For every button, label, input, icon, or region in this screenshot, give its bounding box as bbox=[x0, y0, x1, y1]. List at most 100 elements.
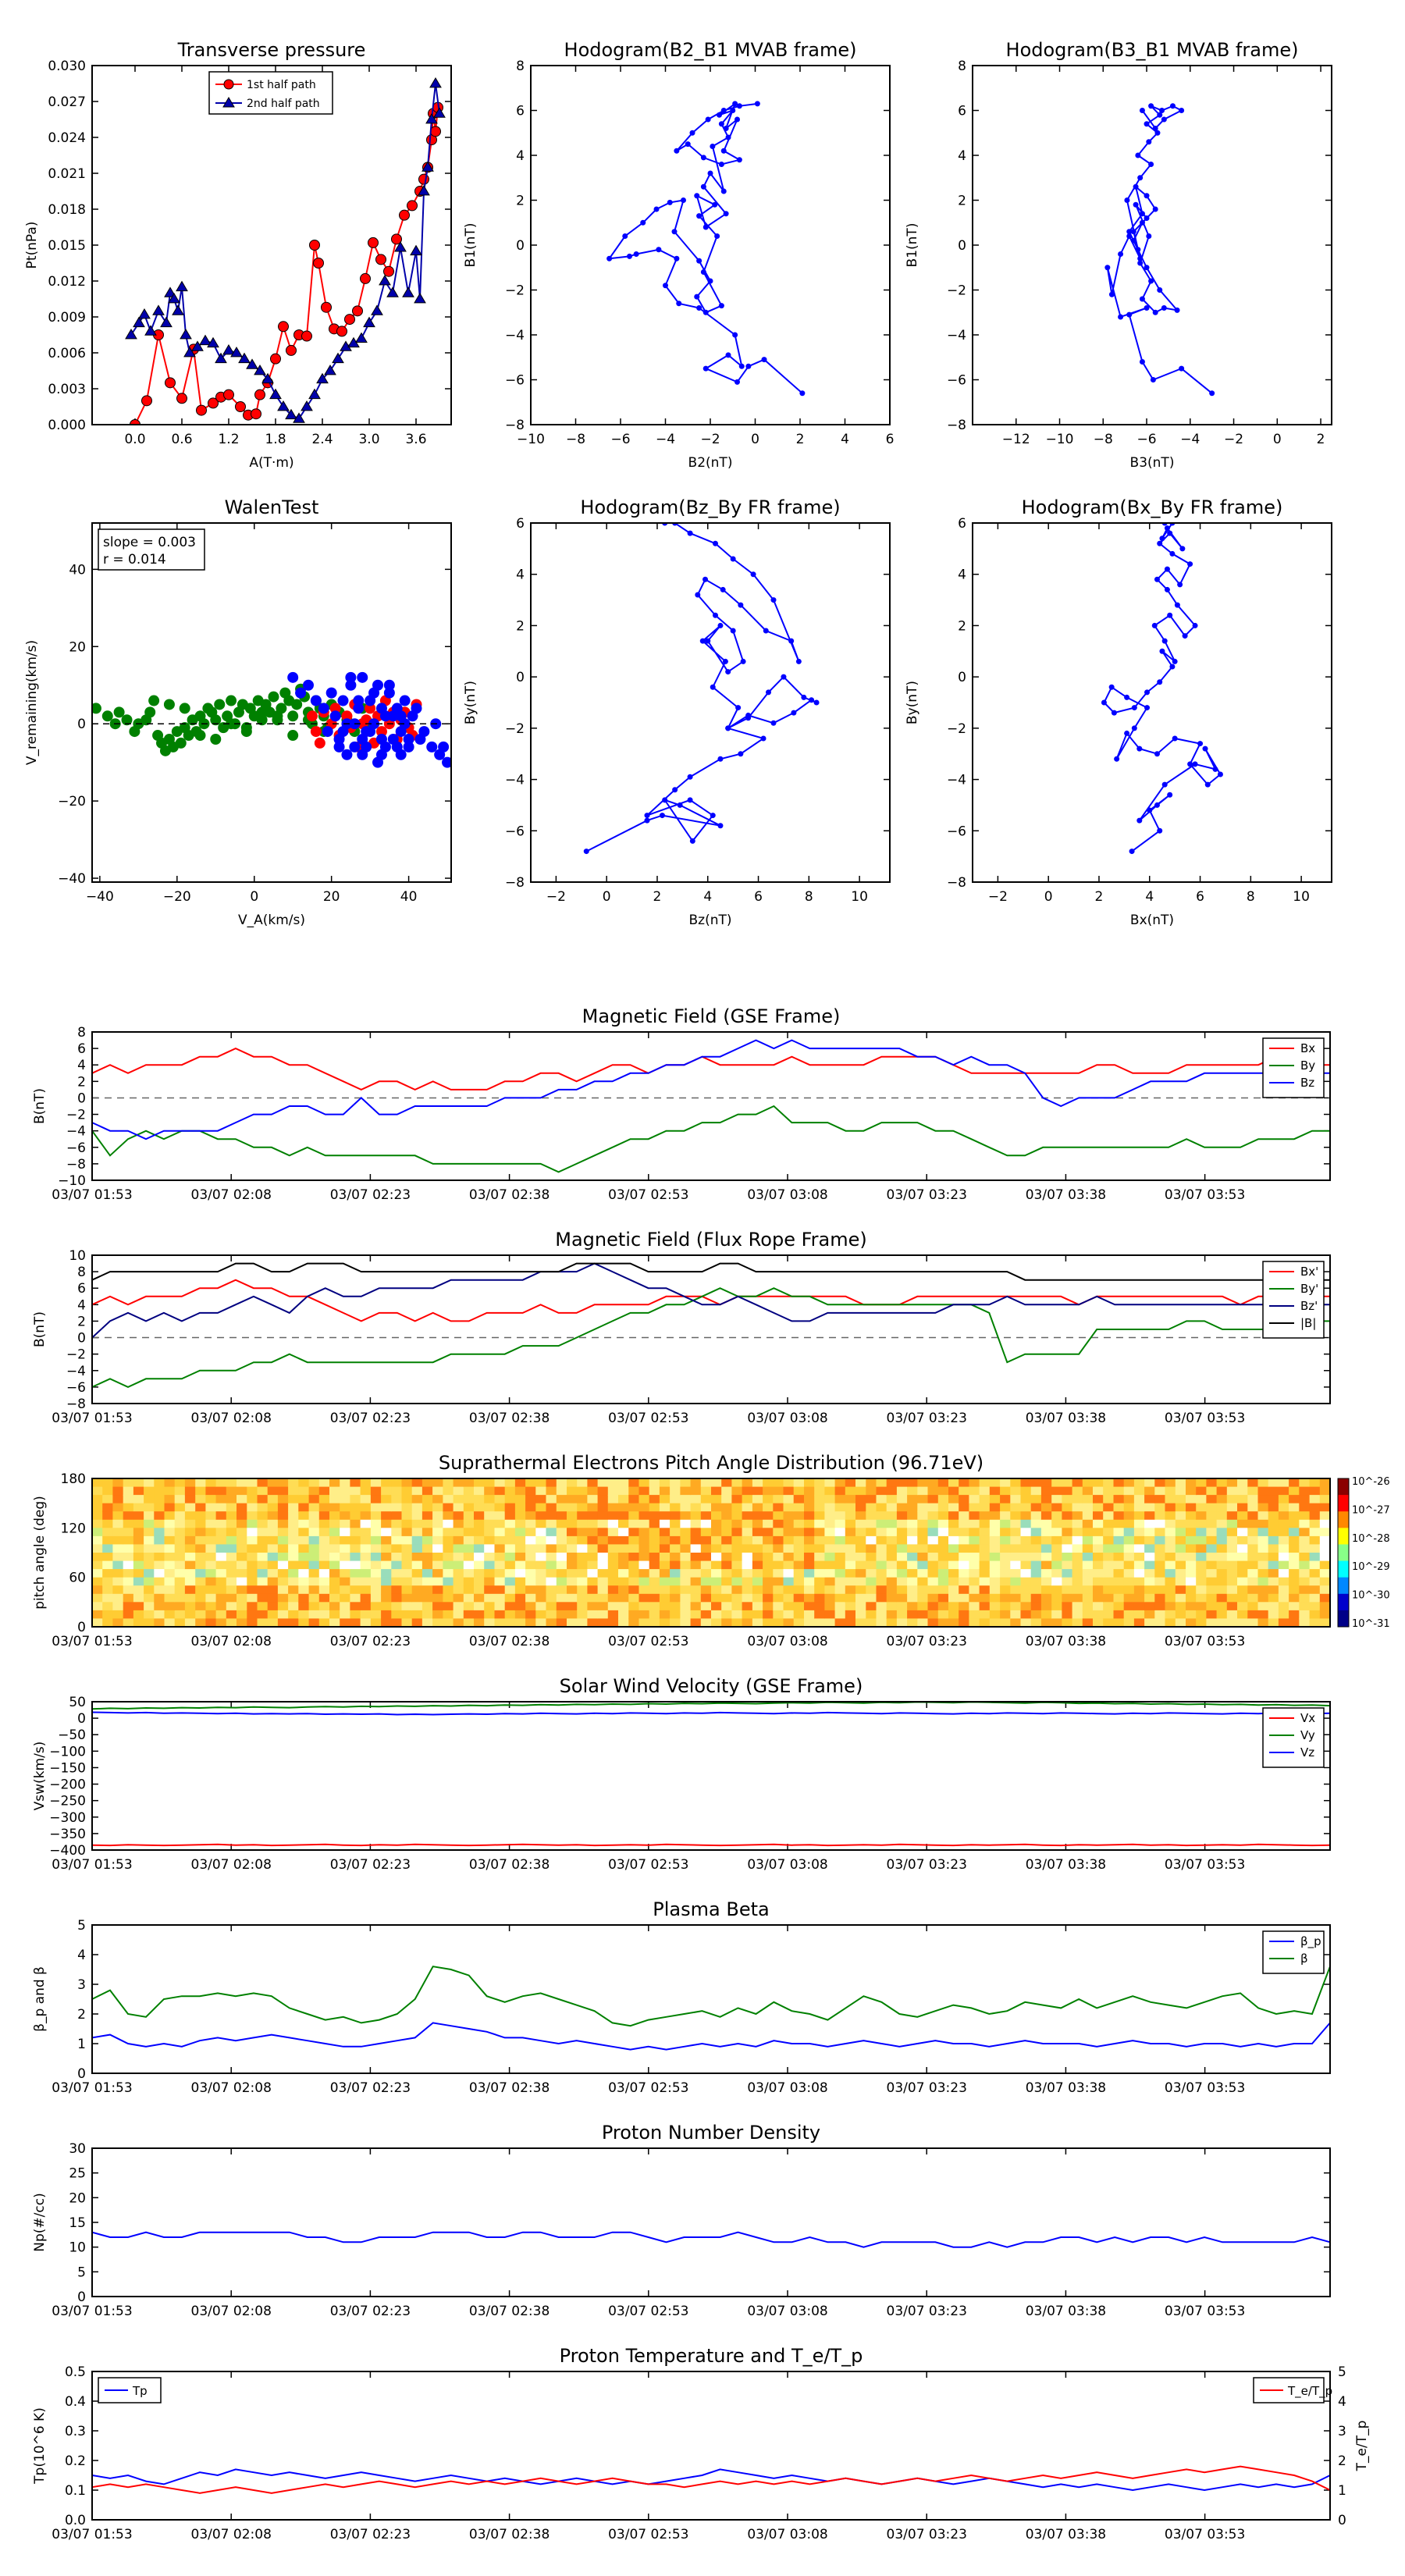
heatmap-cell bbox=[979, 1535, 991, 1546]
heatmap-cell bbox=[1278, 1610, 1289, 1620]
heatmap-cell bbox=[1133, 1569, 1145, 1578]
heatmap-cell bbox=[288, 1618, 299, 1628]
y-tick-label: 0 bbox=[77, 717, 86, 732]
heatmap-cell bbox=[370, 1602, 382, 1611]
heatmap-cell bbox=[979, 1478, 991, 1488]
heatmap-cell bbox=[638, 1577, 650, 1586]
x-tick-label: 03/07 03:38 bbox=[1026, 2304, 1106, 2319]
heatmap-cell bbox=[432, 1569, 443, 1578]
heatmap-cell bbox=[1133, 1535, 1145, 1546]
data-point bbox=[705, 116, 711, 123]
heatmap-cell bbox=[308, 1593, 320, 1603]
heatmap-cell bbox=[783, 1553, 795, 1562]
heatmap-cell bbox=[752, 1495, 763, 1504]
heatmap-cell bbox=[824, 1560, 836, 1570]
heatmap-cell bbox=[1040, 1486, 1052, 1496]
heatmap-cell bbox=[1093, 1593, 1104, 1603]
heatmap-cell bbox=[123, 1602, 134, 1611]
heatmap-cell bbox=[298, 1618, 310, 1628]
heatmap-cell bbox=[1072, 1478, 1083, 1488]
heatmap-cell bbox=[535, 1528, 547, 1537]
heatmap-cell bbox=[401, 1528, 413, 1537]
heatmap-cell bbox=[370, 1528, 382, 1537]
data-point bbox=[791, 710, 797, 716]
heatmap-cell bbox=[1133, 1602, 1145, 1611]
heatmap-cell bbox=[123, 1610, 134, 1620]
heatmap-cell bbox=[649, 1618, 660, 1628]
heatmap-cell bbox=[577, 1478, 588, 1488]
heatmap-cell bbox=[1093, 1569, 1104, 1578]
heatmap-cell bbox=[711, 1602, 722, 1611]
heatmap-cell bbox=[277, 1544, 289, 1553]
series-line bbox=[91, 1701, 1331, 1710]
heatmap-cell bbox=[1278, 1560, 1289, 1570]
heatmap-cell bbox=[948, 1569, 959, 1578]
y-tick-label: 4 bbox=[958, 568, 966, 583]
heatmap-cell bbox=[1000, 1495, 1011, 1504]
heatmap-cell bbox=[1186, 1602, 1197, 1611]
heatmap-cell bbox=[350, 1610, 361, 1620]
y-tick-label: −50 bbox=[58, 1727, 86, 1743]
y-tick-label: 0 bbox=[77, 1711, 86, 1727]
data-point bbox=[740, 658, 746, 664]
data-point bbox=[1146, 139, 1152, 145]
heatmap-cell bbox=[1216, 1618, 1228, 1628]
heatmap-cell bbox=[659, 1569, 670, 1578]
heatmap-cell bbox=[1154, 1528, 1166, 1537]
heatmap-cell bbox=[834, 1478, 846, 1488]
x-tick-label: 2 bbox=[1095, 889, 1104, 905]
heatmap-cell bbox=[535, 1503, 547, 1512]
y-tick-label: 2 bbox=[958, 618, 966, 634]
heatmap-cell bbox=[1144, 1528, 1155, 1537]
heatmap-cell bbox=[1309, 1577, 1321, 1586]
heatmap-cell bbox=[824, 1602, 836, 1611]
data-point bbox=[291, 699, 303, 710]
heatmap-cell bbox=[866, 1478, 877, 1488]
heatmap-cell bbox=[514, 1585, 526, 1595]
heatmap-cell bbox=[1093, 1618, 1104, 1628]
heatmap-cell bbox=[1226, 1553, 1238, 1562]
data-point bbox=[403, 741, 414, 753]
heatmap-cell bbox=[504, 1511, 516, 1521]
y-right-tick-label: 2 bbox=[1338, 2453, 1346, 2469]
heatmap-cell bbox=[1196, 1618, 1207, 1628]
heatmap-cell bbox=[1165, 1560, 1176, 1570]
heatmap-cell bbox=[422, 1577, 433, 1586]
heatmap-cell bbox=[1299, 1593, 1311, 1603]
heatmap-cell bbox=[587, 1544, 599, 1553]
data-point bbox=[383, 265, 394, 277]
heatmap-cell bbox=[1226, 1569, 1238, 1578]
x-tick-label: 03/07 02:53 bbox=[608, 1857, 688, 1873]
heatmap-cell bbox=[1030, 1553, 1042, 1562]
heatmap-cell bbox=[504, 1535, 516, 1546]
heatmap-cell bbox=[577, 1618, 588, 1628]
heatmap-cell bbox=[855, 1503, 866, 1512]
data-point bbox=[723, 211, 729, 217]
data-point bbox=[438, 741, 450, 753]
heatmap-cell bbox=[1175, 1585, 1186, 1595]
heatmap-cell bbox=[401, 1569, 413, 1578]
heatmap-cell bbox=[484, 1544, 495, 1553]
heatmap-cell bbox=[401, 1560, 413, 1570]
y-tick-label: 6 bbox=[77, 1281, 86, 1297]
x-tick-label: 03/07 02:38 bbox=[469, 1411, 550, 1426]
heatmap-cell bbox=[133, 1569, 144, 1578]
heatmap-cell bbox=[154, 1503, 165, 1512]
heatmap-cell bbox=[587, 1495, 599, 1504]
heatmap-cell bbox=[907, 1495, 918, 1504]
heatmap-cell bbox=[277, 1602, 289, 1611]
heatmap-cell bbox=[742, 1486, 753, 1496]
heatmap-cell bbox=[318, 1535, 330, 1546]
heatmap-cell bbox=[164, 1602, 176, 1611]
data-point bbox=[399, 209, 410, 221]
heatmap-cell bbox=[567, 1602, 578, 1611]
heatmap-cell bbox=[1216, 1602, 1228, 1611]
heatmap-cell bbox=[700, 1560, 712, 1570]
heatmap-cell bbox=[1030, 1495, 1042, 1504]
chart-title: Plasma Beta bbox=[653, 1898, 769, 1920]
heatmap-cell bbox=[102, 1535, 113, 1546]
y-tick-label: 0.1 bbox=[65, 2483, 86, 2499]
data-point bbox=[1150, 377, 1156, 382]
heatmap-cell bbox=[432, 1503, 443, 1512]
data-point bbox=[700, 155, 706, 161]
